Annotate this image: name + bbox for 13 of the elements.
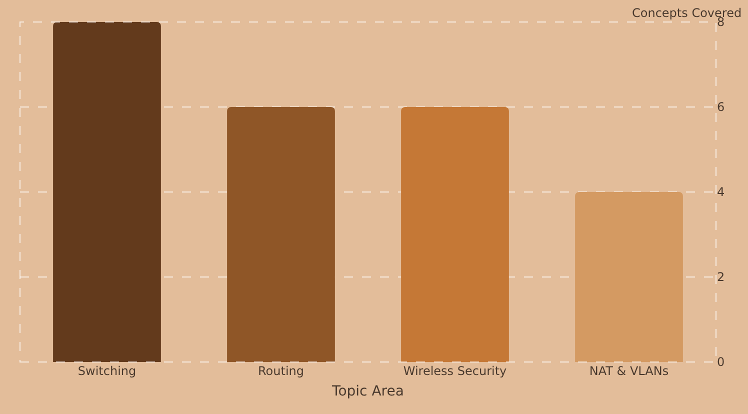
bar: [227, 107, 335, 362]
y-tick-label: 4: [717, 185, 725, 200]
y-tick-label: 2: [717, 270, 725, 284]
bar: [401, 107, 509, 362]
y-tick-label: 0: [717, 355, 725, 370]
bar: [575, 192, 683, 362]
y-tick-label: 6: [717, 100, 725, 114]
x-axis-title: Topic Area: [331, 383, 404, 400]
x-tick-label: Routing: [258, 364, 304, 378]
x-tick-label: NAT & VLANs: [589, 364, 669, 378]
x-tick-label: Wireless Security: [403, 364, 507, 378]
x-tick-label: Switching: [78, 364, 136, 378]
bar: [53, 22, 161, 362]
